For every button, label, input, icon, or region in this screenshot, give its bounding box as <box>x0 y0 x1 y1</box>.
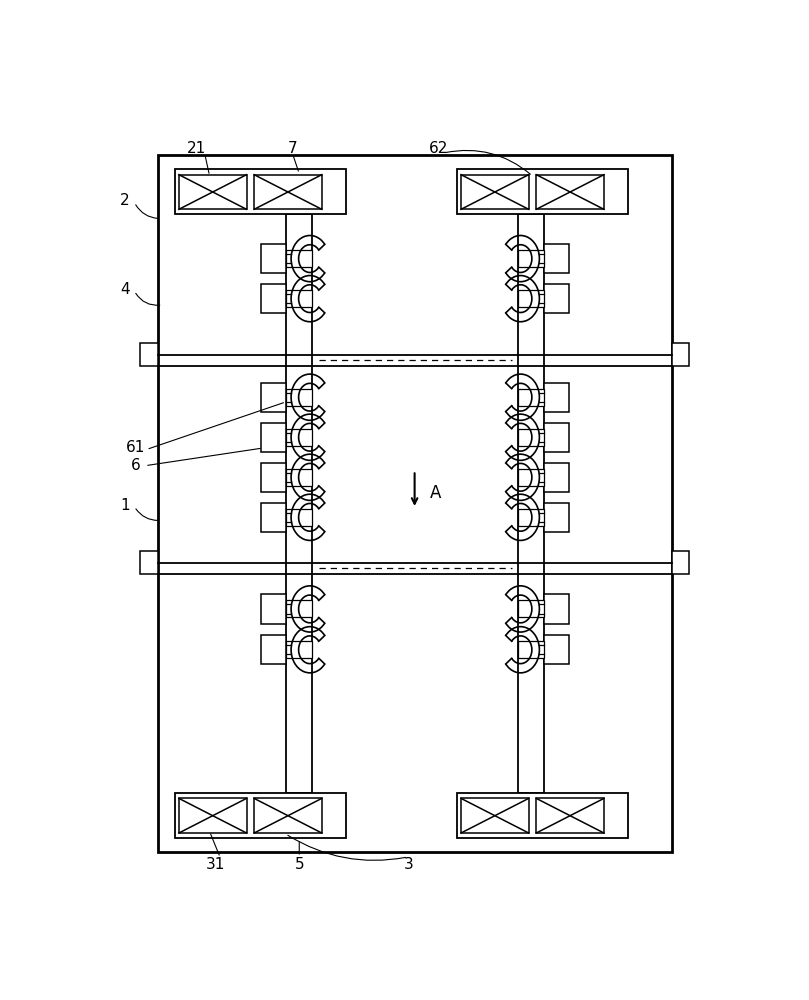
Text: 7: 7 <box>287 141 297 156</box>
Bar <box>518 600 544 617</box>
Text: 5: 5 <box>294 857 304 872</box>
Bar <box>261 635 286 664</box>
Text: 21: 21 <box>187 141 206 156</box>
Bar <box>671 551 689 574</box>
Text: 61: 61 <box>126 440 146 455</box>
Bar <box>286 389 312 406</box>
Bar <box>544 284 570 313</box>
Bar <box>158 155 671 852</box>
Bar <box>536 798 604 833</box>
Text: 1: 1 <box>121 497 129 512</box>
Bar <box>261 244 286 273</box>
Text: 3: 3 <box>404 857 413 872</box>
Text: 31: 31 <box>206 857 226 872</box>
Bar <box>544 635 570 664</box>
Bar <box>518 509 544 526</box>
Bar <box>544 463 570 492</box>
Bar <box>179 798 247 833</box>
Text: 6: 6 <box>131 458 141 473</box>
Bar <box>518 214 544 793</box>
Bar <box>518 290 544 307</box>
Bar <box>254 798 322 833</box>
Bar <box>518 389 544 406</box>
Bar <box>536 175 604 209</box>
Bar <box>544 423 570 452</box>
Text: 4: 4 <box>121 282 129 297</box>
Bar <box>457 169 628 214</box>
Bar <box>175 169 345 214</box>
Bar <box>544 383 570 412</box>
Bar <box>286 509 312 526</box>
Bar <box>457 793 628 838</box>
Bar <box>140 551 158 574</box>
Bar <box>286 290 312 307</box>
Bar <box>286 469 312 486</box>
Bar <box>261 383 286 412</box>
Bar <box>254 175 322 209</box>
Bar <box>140 343 158 366</box>
Bar <box>261 284 286 313</box>
Bar <box>179 175 247 209</box>
Bar <box>286 214 312 793</box>
Bar <box>544 503 570 532</box>
Bar <box>261 594 286 624</box>
Bar <box>518 250 544 267</box>
Bar <box>286 600 312 617</box>
Bar <box>261 503 286 532</box>
Bar <box>518 429 544 446</box>
Bar <box>261 463 286 492</box>
Text: 2: 2 <box>121 193 129 208</box>
Bar <box>544 594 570 624</box>
Bar <box>544 244 570 273</box>
Bar <box>261 423 286 452</box>
Bar <box>286 641 312 658</box>
Text: A: A <box>430 484 442 502</box>
Bar <box>286 250 312 267</box>
Bar <box>518 469 544 486</box>
Bar <box>671 343 689 366</box>
Bar <box>461 175 529 209</box>
Bar <box>286 429 312 446</box>
Bar <box>518 641 544 658</box>
Bar <box>461 798 529 833</box>
Text: 62: 62 <box>429 141 448 156</box>
Bar <box>175 793 345 838</box>
